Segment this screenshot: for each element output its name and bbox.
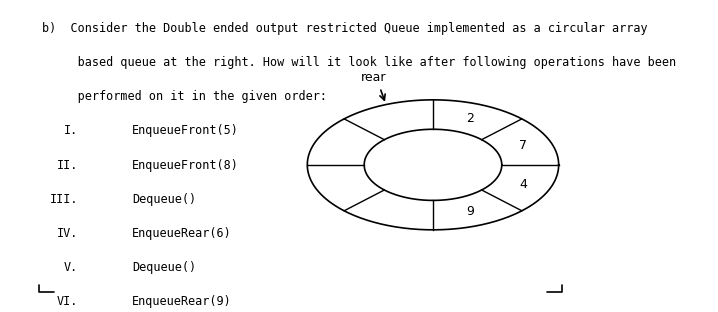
Text: V.: V. [64,261,78,274]
Text: III.: III. [50,193,78,206]
Text: IV.: IV. [57,227,78,240]
Text: EnqueueRear(9): EnqueueRear(9) [132,295,232,309]
Text: VI.: VI. [57,295,78,309]
Text: 4: 4 [519,178,527,191]
Text: Dequeue(): Dequeue() [132,193,197,206]
Text: 7: 7 [519,139,527,152]
Text: EnqueueFront(5): EnqueueFront(5) [132,124,239,137]
Text: rear: rear [361,71,386,84]
Text: EnqueueRear(6): EnqueueRear(6) [132,227,232,240]
Text: II.: II. [57,158,78,172]
Text: I.: I. [64,124,78,137]
Text: EnqueueFront(8): EnqueueFront(8) [132,158,239,172]
Text: based queue at the right. How will it look like after following operations have : based queue at the right. How will it lo… [42,56,676,69]
Text: Dequeue(): Dequeue() [132,261,197,274]
Text: 9: 9 [466,205,474,218]
Text: b)  Consider the Double ended output restricted Queue implemented as a circular : b) Consider the Double ended output rest… [42,22,648,35]
Text: performed on it in the given order:: performed on it in the given order: [42,90,327,103]
Text: 2: 2 [466,112,474,125]
